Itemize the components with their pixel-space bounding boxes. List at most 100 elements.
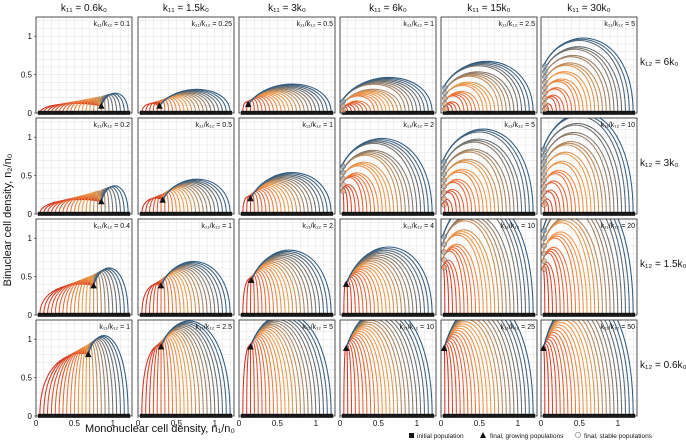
column-title: k₁₁ = 0.6k₀ xyxy=(61,3,107,14)
legend: initial population final, growing popula… xyxy=(409,432,653,440)
panel-ratio-label: k₁₁/k₁₂ = 1 xyxy=(302,122,333,129)
panel: k₁₁/k₁₂ = 0.2 0 0.5 1 xyxy=(21,117,133,219)
column-title: k₁₁ = 6k₀ xyxy=(369,3,407,14)
panel-ratio-label: k₁₁/k₁₂ = 0.2 xyxy=(94,122,131,129)
panel-grid xyxy=(36,17,132,113)
trajectory-line xyxy=(542,231,588,315)
stable-marker xyxy=(441,241,447,248)
x-tick-label: 1 xyxy=(516,419,521,428)
x-tick-label: 0 xyxy=(34,419,39,428)
trajectory-group xyxy=(542,219,634,315)
panel-frame xyxy=(137,218,235,316)
trajectory-line xyxy=(442,60,534,113)
trajectory-line xyxy=(542,219,623,315)
stable-marker xyxy=(340,98,346,105)
trajectory-line xyxy=(341,153,402,214)
stable-marker xyxy=(541,201,547,208)
growing-marker xyxy=(342,280,350,287)
stable-marker xyxy=(441,201,447,208)
panel: k₁₁/k₁₂ = 0.1 0 0.5 1 xyxy=(21,16,133,118)
panel-grid xyxy=(441,118,537,214)
panel-frame xyxy=(540,117,638,215)
trajectory-line xyxy=(341,172,379,214)
column-title: k₁₁ = 1.5k₀ xyxy=(163,3,209,14)
trajectory-group xyxy=(341,137,433,214)
stable-marker xyxy=(340,163,346,170)
x-tick-label: 0.5 xyxy=(474,419,486,428)
panel-frame xyxy=(35,319,133,417)
panel-frame xyxy=(238,218,336,316)
trajectory-group xyxy=(343,320,433,416)
row-title: k₁₂ = 0.6k₀ xyxy=(640,360,686,371)
panel-ratio-label: k₁₁/k₁₂ = 2 xyxy=(302,223,333,230)
trajectory-line xyxy=(542,141,607,214)
growing-marker xyxy=(84,351,92,358)
trajectory-line xyxy=(542,219,619,315)
trajectory-group xyxy=(141,320,231,416)
trajectory-line xyxy=(442,138,523,214)
stable-marker xyxy=(541,250,547,257)
stable-marker xyxy=(441,256,447,263)
trajectory-line xyxy=(443,342,457,416)
panel-frame xyxy=(339,117,437,215)
trajectory-line xyxy=(542,336,565,416)
stable-markers xyxy=(541,63,548,113)
stable-marker xyxy=(541,177,547,184)
trajectory-line xyxy=(542,54,611,113)
stable-marker xyxy=(441,90,448,96)
trajectory-line xyxy=(542,46,623,113)
trajectory-line xyxy=(250,322,309,416)
row-title: k₁₂ = 3k₀ xyxy=(640,158,678,169)
x-tick-label: 1 xyxy=(314,419,319,428)
x-tick-label: 0 xyxy=(539,419,544,428)
growing-marker xyxy=(156,102,163,109)
stable-marker xyxy=(441,177,447,184)
stable-marker xyxy=(441,84,448,91)
growing-marker xyxy=(342,344,350,352)
panel-ratio-label: k₁₁/k₁₂ = 1 xyxy=(99,324,130,331)
y-tick-label: 1 xyxy=(28,133,33,142)
y-tick-label: 0 xyxy=(28,109,33,118)
panel-ratio-label: k₁₁/k₁₂ = 2.5 xyxy=(196,324,233,331)
stable-marker xyxy=(541,63,548,70)
panel: k₁₁/k₁₂ = 0.5 xyxy=(238,16,336,115)
panel: k₁₁/k₁₂ = 4 xyxy=(339,218,437,317)
trajectory-group xyxy=(242,83,332,113)
row-title: k₁₂ = 1.5k₀ xyxy=(640,259,686,270)
panel: k₁₁/k₁₂ = 0.5 xyxy=(137,117,235,216)
trajectory-group xyxy=(542,320,634,416)
stable-marker xyxy=(340,169,346,176)
panel-ratio-label: k₁₁/k₁₂ = 1 xyxy=(201,223,232,230)
trajectory-line xyxy=(442,188,465,214)
trajectory-group xyxy=(242,320,332,416)
panel-grid xyxy=(441,17,537,113)
growing-marker xyxy=(244,101,252,108)
stable-markers xyxy=(441,233,447,271)
panel: k₁₁/k₁₂ = 10 xyxy=(540,117,638,216)
panel-grid xyxy=(138,118,234,214)
panel-ratio-label: k₁₁/k₁₂ = 5 xyxy=(604,21,635,28)
trajectory-line xyxy=(160,337,174,416)
x-tick-label: 0 xyxy=(439,419,444,428)
stable-marker xyxy=(541,195,547,202)
trajectory-line xyxy=(341,149,414,214)
trajectory-group xyxy=(242,249,332,315)
trajectory-group xyxy=(442,128,534,214)
stable-marker xyxy=(541,84,548,91)
y-tick-label: 1 xyxy=(28,234,33,243)
trajectory-line xyxy=(542,219,634,315)
panel: k₁₁/k₁₂ = 1 xyxy=(238,117,336,216)
trajectory-line xyxy=(345,246,433,315)
trajectory-line xyxy=(542,132,615,214)
panel-ratio-label: k₁₁/k₁₂ = 5 xyxy=(302,324,333,331)
trajectory-line xyxy=(341,76,433,113)
x-tick-label: 0.5 xyxy=(373,419,385,428)
panel-ratio-label: k₁₁/k₁₂ = 0.4 xyxy=(94,223,131,230)
trajectory-line xyxy=(442,259,461,315)
panel: k₁₁/k₁₂ = 5 xyxy=(540,16,638,115)
trajectory-line xyxy=(100,92,129,113)
trajectory-line xyxy=(442,219,519,315)
stable-marker xyxy=(541,183,547,190)
panel: k₁₁/k₁₂ = 2.5 0 0.5 1 xyxy=(136,319,235,428)
trajectory-line xyxy=(442,229,496,315)
